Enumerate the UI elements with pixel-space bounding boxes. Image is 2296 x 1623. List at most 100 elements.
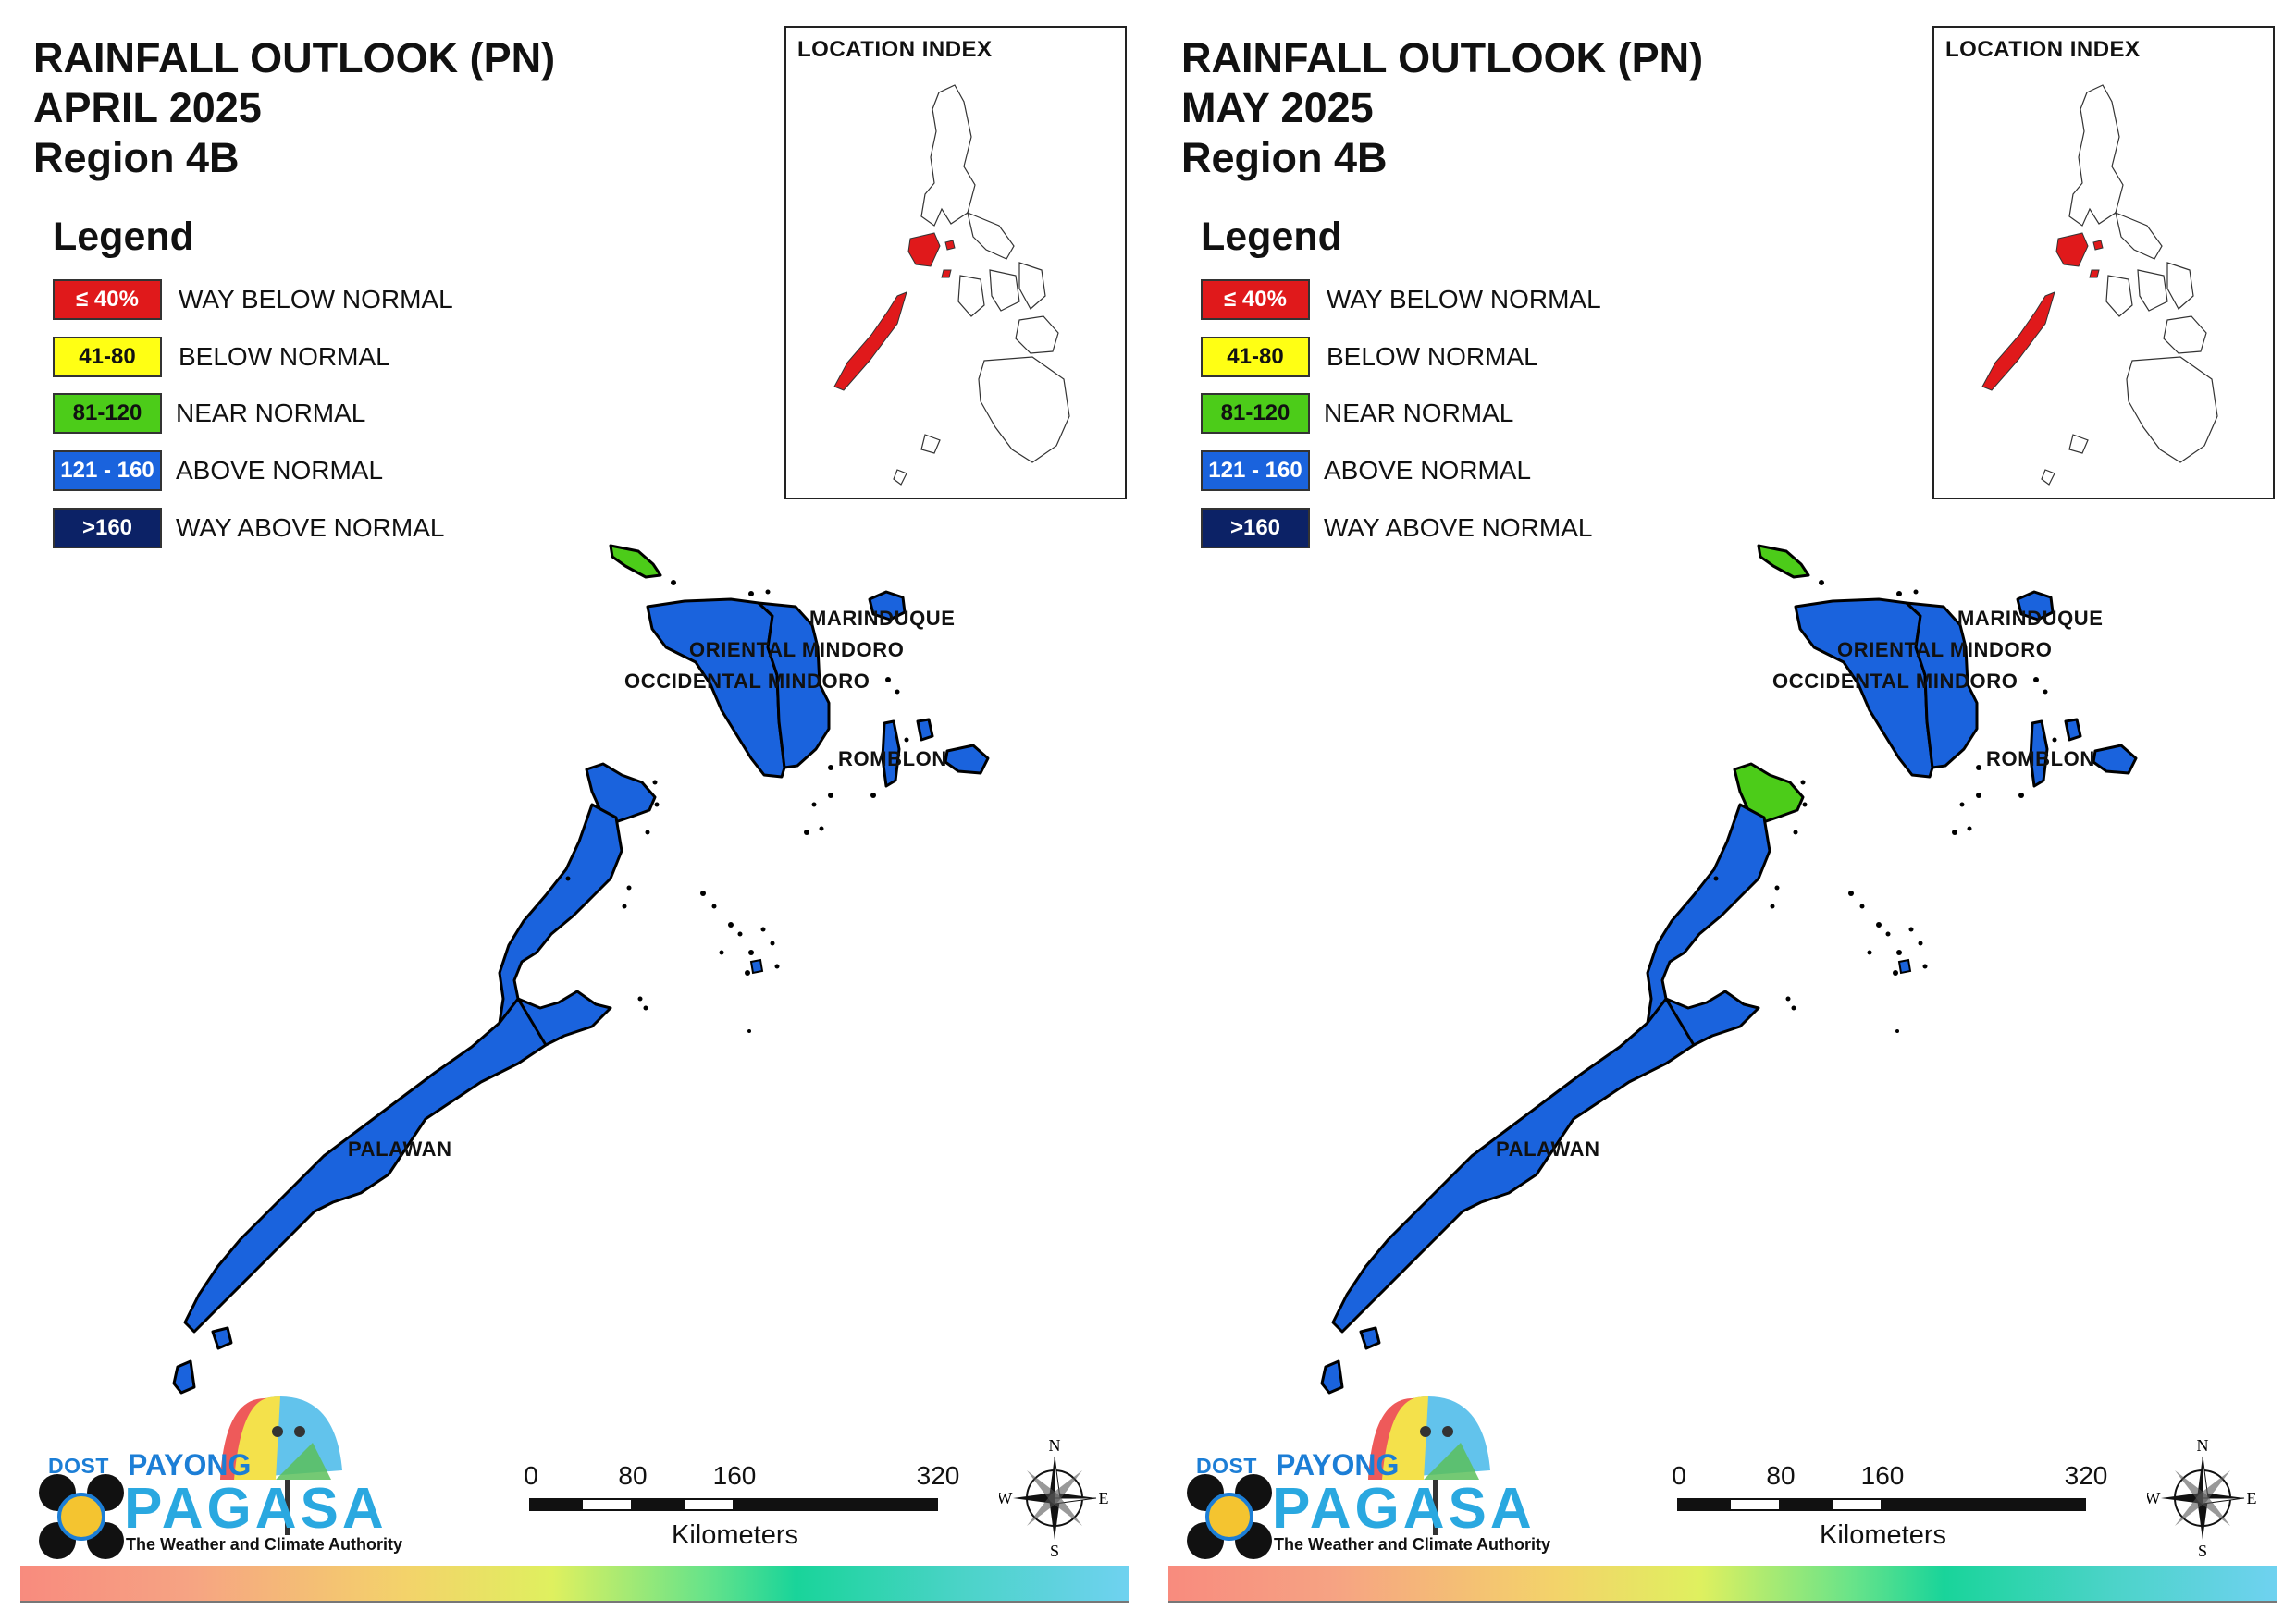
legend-swatch: >160 bbox=[53, 508, 162, 548]
compass-s: S bbox=[2198, 1542, 2207, 1558]
scale-tick: 320 bbox=[2064, 1461, 2108, 1490]
legend-label: NEAR NORMAL bbox=[1324, 399, 1514, 427]
footer-baseline bbox=[20, 1601, 1129, 1603]
compass-w: W bbox=[999, 1489, 1013, 1507]
marinduque bbox=[868, 590, 907, 621]
compass-n: N bbox=[1049, 1438, 1061, 1455]
logo-pagasa: PAGASA bbox=[1272, 1477, 1536, 1541]
legend-label: BELOW NORMAL bbox=[179, 342, 390, 371]
scale-tick: 0 bbox=[524, 1461, 538, 1490]
title-line-1: RAINFALL OUTLOOK (PN) bbox=[1181, 34, 1704, 81]
logo-payong: PAYONG bbox=[128, 1448, 252, 1482]
pagasa-logo: DOST PAYONG PAGASA The Weather and Clima… bbox=[1183, 1387, 1550, 1563]
scale-tick: 80 bbox=[1766, 1461, 1796, 1490]
title-line-2: APRIL 2025 bbox=[33, 84, 262, 131]
legend-swatch: 41-80 bbox=[1201, 337, 1310, 377]
scale-tick: 160 bbox=[1860, 1461, 1905, 1490]
palawan-north-body bbox=[1646, 803, 1771, 1047]
logo-payong: PAYONG bbox=[1276, 1448, 1400, 1482]
legend-swatch: ≤ 40% bbox=[1201, 279, 1310, 320]
legend-item-way-below: ≤ 40% WAY BELOW NORMAL bbox=[1201, 279, 1663, 322]
footer-color-bar bbox=[1168, 1566, 2277, 1601]
legend-swatch: 81-120 bbox=[53, 393, 162, 434]
palawan-main bbox=[183, 997, 548, 1334]
north-arrow-compass: N S E W bbox=[997, 1436, 1110, 1560]
legend-item-way-above: >160 WAY ABOVE NORMAL bbox=[53, 508, 515, 550]
balabac-island bbox=[1320, 1359, 1344, 1395]
legend-item-above: 121 - 160 ABOVE NORMAL bbox=[1201, 450, 1663, 493]
legend-label: WAY BELOW NORMAL bbox=[179, 285, 453, 314]
map-title: RAINFALL OUTLOOK (PN) MAY 2025 Region 4B bbox=[1181, 33, 1703, 183]
legend-item-below: 41-80 BELOW NORMAL bbox=[53, 337, 515, 379]
scale-unit: Kilometers bbox=[1820, 1520, 1946, 1550]
legend-label: WAY ABOVE NORMAL bbox=[176, 513, 445, 542]
compass-e: E bbox=[1099, 1489, 1109, 1507]
label-occidental-mindoro: OCCIDENTAL MINDORO bbox=[1772, 670, 2018, 693]
legend-label: ABOVE NORMAL bbox=[176, 456, 384, 485]
umbrella-icon bbox=[220, 1396, 342, 1535]
legend-item-way-above: >160 WAY ABOVE NORMAL bbox=[1201, 508, 1663, 550]
romblon-islet bbox=[916, 718, 934, 742]
romblon-sibuyan bbox=[944, 744, 990, 775]
umbrella-icon bbox=[1368, 1396, 1490, 1535]
legend-label: ABOVE NORMAL bbox=[1324, 456, 1532, 485]
map-title: RAINFALL OUTLOOK (PN) APRIL 2025 Region … bbox=[33, 33, 555, 183]
title-line-3: Region 4B bbox=[1181, 134, 1388, 181]
outlook-panel-april: RAINFALL OUTLOOK (PN) APRIL 2025 Region … bbox=[20, 26, 1129, 1603]
logo-tagline: The Weather and Climate Authority bbox=[126, 1535, 403, 1554]
oriental-mindoro bbox=[1905, 601, 1979, 769]
palawan-south-islet bbox=[1359, 1326, 1381, 1350]
romblon-sibuyan bbox=[2092, 744, 2138, 775]
legend-swatch: ≤ 40% bbox=[53, 279, 162, 320]
romblon-tablas bbox=[2029, 719, 2049, 788]
footer-baseline bbox=[1168, 1601, 2277, 1603]
legend-heading: Legend bbox=[53, 215, 194, 259]
outlook-panel-may: RAINFALL OUTLOOK (PN) MAY 2025 Region 4B… bbox=[1148, 0, 2296, 1623]
compass-s: S bbox=[1050, 1542, 1059, 1558]
legend-swatch: 41-80 bbox=[53, 337, 162, 377]
north-arrow-compass: N S E W bbox=[2145, 1436, 2258, 1560]
compass-n: N bbox=[2197, 1438, 2209, 1455]
marinduque bbox=[2016, 590, 2055, 621]
lubang-island bbox=[1757, 544, 1810, 579]
philippines-index-map bbox=[833, 84, 1070, 486]
logo-dost: DOST bbox=[1196, 1454, 1257, 1478]
region-4b-map bbox=[1320, 544, 2138, 1395]
legend-swatch: >160 bbox=[1201, 508, 1310, 548]
label-oriental-mindoro: ORIENTAL MINDORO bbox=[1837, 638, 2053, 661]
legend-label: WAY BELOW NORMAL bbox=[1327, 285, 1601, 314]
title-line-3: Region 4B bbox=[33, 134, 240, 181]
romblon-islet bbox=[2064, 718, 2082, 742]
legend-label: WAY ABOVE NORMAL bbox=[1324, 513, 1593, 542]
compass-rose-icon: N S E W bbox=[2145, 1436, 2257, 1560]
legend-item-near: 81-120 NEAR NORMAL bbox=[53, 393, 515, 436]
label-romblon: ROMBLON bbox=[838, 747, 947, 770]
pagasa-logo: DOST PAYONG PAGASA The Weather and Clima… bbox=[35, 1387, 402, 1563]
scale-tick: 160 bbox=[712, 1461, 757, 1490]
scale-bar: 0 80 160 320 Kilometers bbox=[1672, 1461, 2107, 1563]
legend-item-above: 121 - 160 ABOVE NORMAL bbox=[53, 450, 515, 493]
palawan-north-body bbox=[498, 803, 623, 1047]
label-oriental-mindoro: ORIENTAL MINDORO bbox=[689, 638, 905, 661]
label-palawan: PALAWAN bbox=[348, 1137, 452, 1161]
philippines-index-map bbox=[1981, 84, 2218, 486]
compass-rose-icon: N S E W bbox=[997, 1436, 1109, 1560]
title-line-2: MAY 2025 bbox=[1181, 84, 1374, 131]
palawan-north-tip bbox=[585, 762, 657, 825]
balabac-island bbox=[172, 1359, 196, 1395]
region-4b-map bbox=[172, 544, 990, 1395]
palawan-main bbox=[1331, 997, 1696, 1334]
compass-w: W bbox=[2147, 1489, 2161, 1507]
title-line-1: RAINFALL OUTLOOK (PN) bbox=[33, 34, 556, 81]
scale-tick: 80 bbox=[618, 1461, 648, 1490]
label-marinduque: MARINDUQUE bbox=[1957, 607, 2104, 630]
logo-pagasa: PAGASA bbox=[124, 1477, 388, 1541]
logo-tagline: The Weather and Climate Authority bbox=[1274, 1535, 1551, 1554]
legend-label: NEAR NORMAL bbox=[176, 399, 366, 427]
location-index-inset: LOCATION INDEX bbox=[1932, 26, 2275, 499]
dost-seal-icon bbox=[1187, 1474, 1272, 1559]
inset-title: LOCATION INDEX bbox=[797, 37, 993, 62]
scale-tick: 0 bbox=[1672, 1461, 1686, 1490]
palawan-south-islet bbox=[211, 1326, 233, 1350]
palawan-north-tip bbox=[1733, 762, 1805, 825]
